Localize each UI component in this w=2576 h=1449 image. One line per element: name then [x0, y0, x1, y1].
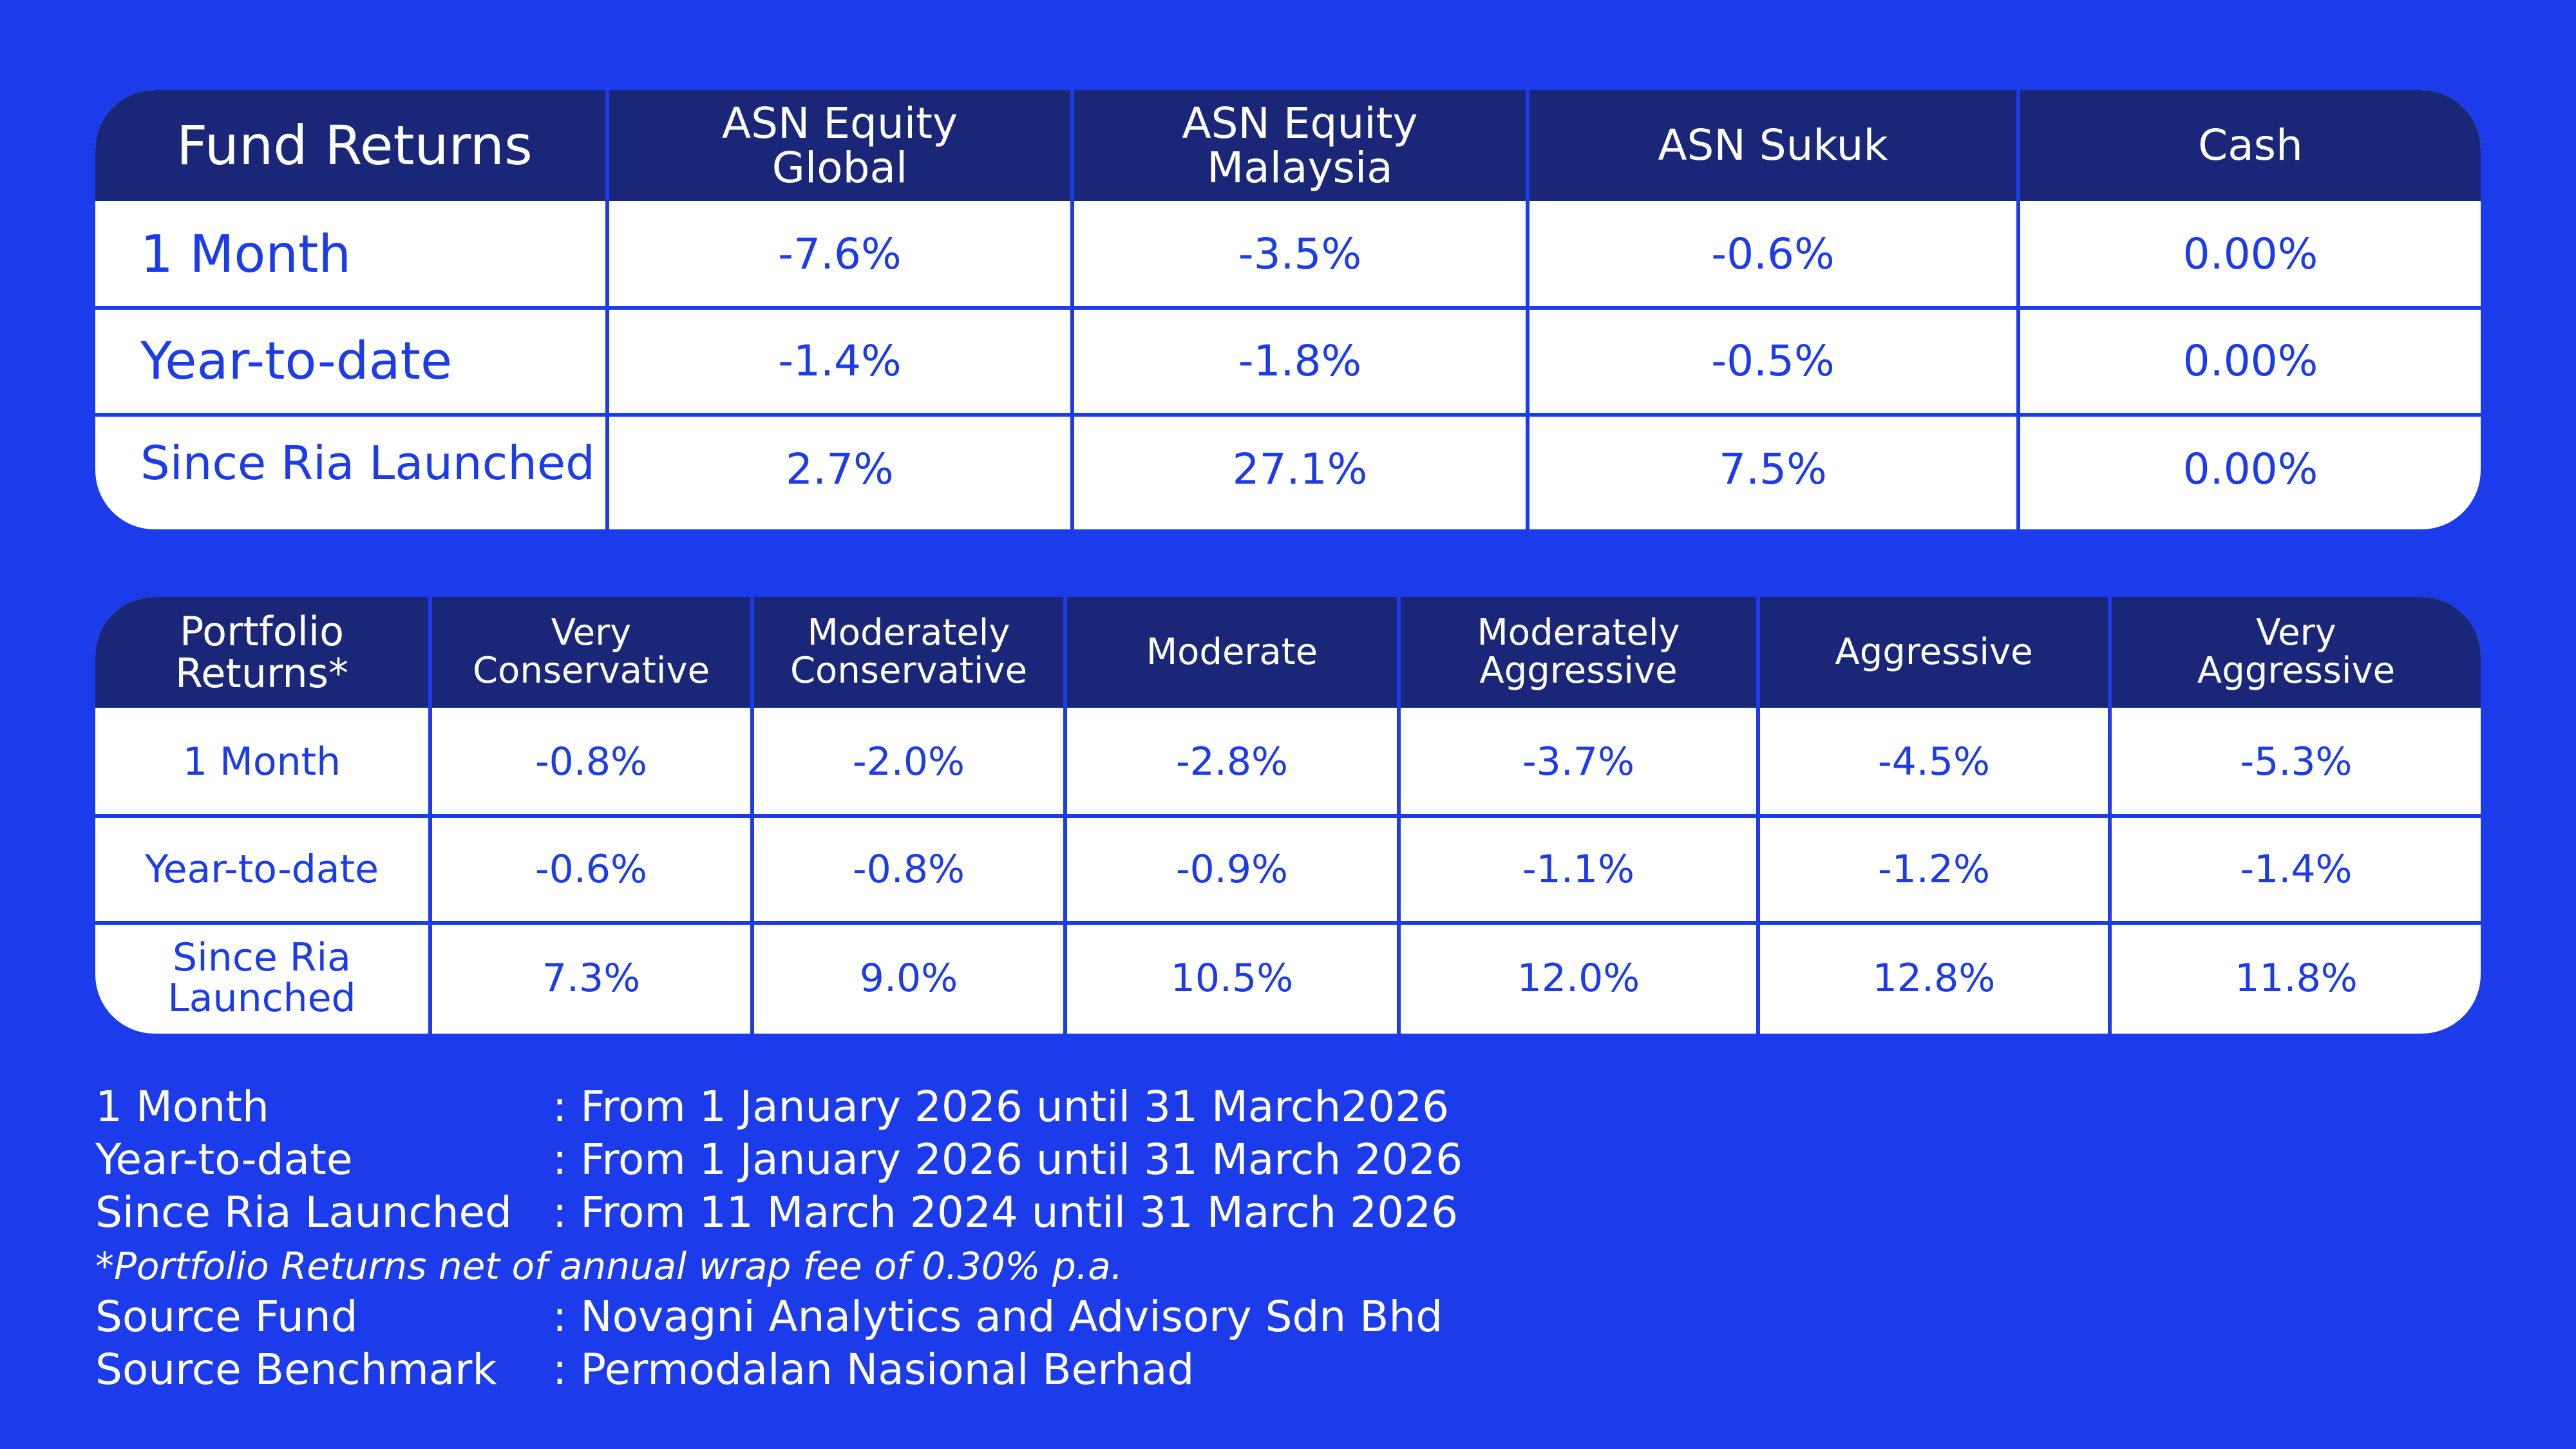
header-moderate: Moderate [1063, 597, 1397, 708]
portfolio-table-header-row: Portfolio Returns* Very Conservative Mod… [95, 597, 2481, 708]
table-cell: 12.8% [1756, 923, 2108, 1034]
note-label: Year-to-date [95, 1135, 353, 1184]
note-value: : From 1 January 2026 until 31 March 202… [553, 1135, 1463, 1184]
table-cell: -1.4% [2108, 816, 2481, 923]
table-cell: -1.4% [605, 308, 1070, 415]
table-cell: 27.1% [1070, 415, 1526, 529]
portfolio-returns-table: Portfolio Returns* Very Conservative Mod… [95, 597, 2481, 1034]
header-asn-sukuk: ASN Sukuk [1526, 90, 2016, 201]
table-cell: -2.0% [750, 708, 1063, 816]
fund-table-header-row: Fund Returns ASN Equity Global ASN Equit… [95, 90, 2481, 201]
header-moderately-conservative: Moderately Conservative [750, 597, 1063, 708]
table-cell: 10.5% [1063, 923, 1397, 1034]
table-cell: -0.6% [1526, 201, 2016, 308]
table-cell: 9.0% [750, 923, 1063, 1034]
header-asn-equity-global: ASN Equity Global [605, 90, 1070, 201]
note-value: : Permodalan Nasional Berhad [553, 1345, 1195, 1394]
table-cell: -3.7% [1397, 708, 1756, 816]
note-value: : From 11 March 2024 until 31 March 2026 [553, 1188, 1459, 1237]
table-cell: 7.5% [1526, 415, 2016, 529]
portfolio-table-title: Portfolio Returns* [175, 607, 349, 697]
table-cell: -0.6% [428, 816, 750, 923]
table-row: 1 Month -7.6% -3.5% -0.6% 0.00% [95, 201, 2481, 308]
note-label: Source Benchmark [95, 1345, 497, 1394]
table-cell: -5.3% [2108, 708, 2481, 816]
table-cell: -0.9% [1063, 816, 1397, 923]
table-cell: -0.5% [1526, 308, 2016, 415]
note-label: 1 Month [95, 1082, 269, 1132]
row-divider [95, 814, 2481, 818]
table-cell: -2.8% [1063, 708, 1397, 816]
row-label: Year-to-date [140, 331, 453, 391]
table-cell: 0.00% [2016, 308, 2481, 415]
note-value: : From 1 January 2026 until 31 March2026 [553, 1082, 1450, 1132]
row-label: Since Ria Launched [167, 935, 356, 1021]
row-divider [95, 306, 2481, 310]
row-label: Year-to-date [144, 846, 379, 892]
row-divider [95, 413, 2481, 417]
table-cell: -0.8% [428, 708, 750, 816]
table-cell: 7.3% [428, 923, 750, 1034]
header-aggressive: Aggressive [1756, 597, 2108, 708]
header-moderately-aggressive: Moderately Aggressive [1397, 597, 1756, 708]
row-label: 1 Month [140, 224, 352, 284]
table-cell: -7.6% [605, 201, 1070, 308]
row-label: 1 Month [182, 739, 341, 784]
table-row: Since Ria Launched 7.3% 9.0% 10.5% 12.0%… [95, 923, 2481, 1034]
row-divider [95, 921, 2481, 925]
note-label: Since Ria Launched [95, 1188, 513, 1237]
table-cell: 0.00% [2016, 201, 2481, 308]
header-cash: Cash [2016, 90, 2481, 201]
header-very-conservative: Very Conservative [428, 597, 750, 708]
header-asn-equity-malaysia: ASN Equity Malaysia [1070, 90, 1526, 201]
row-label: Since Ria Launched [140, 436, 595, 490]
table-cell: -3.5% [1070, 201, 1526, 308]
table-row: Year-to-date -1.4% -1.8% -0.5% 0.00% [95, 308, 2481, 415]
table-row: 1 Month -0.8% -2.0% -2.8% -3.7% -4.5% -5… [95, 708, 2481, 816]
note-label: Source Fund [95, 1292, 358, 1341]
fund-returns-table: Fund Returns ASN Equity Global ASN Equit… [95, 90, 2481, 529]
table-cell: -1.2% [1756, 816, 2108, 923]
table-cell: -0.8% [750, 816, 1063, 923]
table-cell: -1.1% [1397, 816, 1756, 923]
note-value: : Novagni Analytics and Advisory Sdn Bhd [553, 1292, 1443, 1341]
table-cell: 2.7% [605, 415, 1070, 529]
table-cell: 12.0% [1397, 923, 1756, 1034]
fund-table-title: Fund Returns [176, 113, 533, 177]
table-row: Since Ria Launched 2.7% 27.1% 7.5% 0.00% [95, 415, 2481, 529]
header-very-aggressive: Very Aggressive [2108, 597, 2481, 708]
table-cell: -4.5% [1756, 708, 2108, 816]
table-cell: 11.8% [2108, 923, 2481, 1034]
table-cell: 0.00% [2016, 415, 2481, 529]
note-wrap-fee: *Portfolio Returns net of annual wrap fe… [95, 1244, 1123, 1288]
table-cell: -1.8% [1070, 308, 1526, 415]
table-row: Year-to-date -0.6% -0.8% -0.9% -1.1% -1.… [95, 816, 2481, 923]
